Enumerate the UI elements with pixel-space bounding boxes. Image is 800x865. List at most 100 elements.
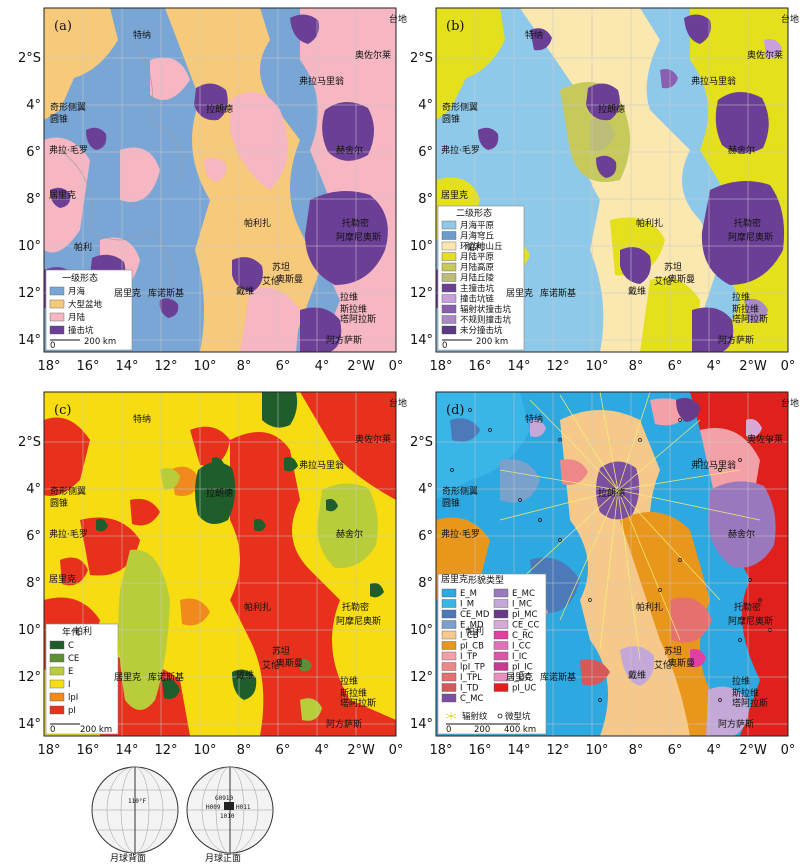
- panel-d-legend: 形貌类型 E_MI_MCE_MDE_MDI_CBpI_CBI_TPlpI_TPI…: [437, 573, 547, 735]
- panel-b-letter: (b): [446, 19, 464, 34]
- place-label-harpalus: 塔阿拉斯: [340, 313, 376, 325]
- x-tick-label: 16°: [76, 743, 99, 758]
- legend-label: CE_CC: [512, 621, 539, 631]
- place-label-thebit: 斯拉维: [340, 687, 367, 699]
- place-label-guericke: 居里克: [506, 672, 533, 683]
- locator-globes: 110°F 月球背面 G0910 H009 H011 1010 月球正面: [91, 766, 274, 864]
- legend-label: CE: [68, 654, 79, 664]
- legend-label: lpI: [68, 693, 78, 703]
- y-tick-label: 12°: [410, 286, 433, 301]
- place-label-lalande: 拉朗德: [206, 487, 233, 499]
- place-label-alpetr2: 拉维: [732, 291, 750, 303]
- place-label-thebit: 斯拉维: [732, 687, 759, 699]
- y-tick-label: 8°: [418, 192, 433, 207]
- y-tick-label: 14°: [18, 717, 41, 732]
- y-tick-label: 8°: [26, 192, 41, 207]
- place-label-herschel: 赫舍尔: [728, 528, 755, 540]
- legend-swatch: [441, 609, 457, 619]
- y-tick-label: 2°S: [18, 435, 41, 450]
- legend-swatch: [49, 312, 65, 322]
- place-label-lalande: 拉朗德: [598, 487, 625, 499]
- y-tick-label: 8°: [26, 576, 41, 591]
- legend-title: 二级形态: [456, 207, 492, 219]
- legend-swatch: [493, 588, 509, 598]
- place-label-dome: 奇形侧翼: [50, 485, 86, 497]
- legend-swatch: [441, 231, 457, 240]
- place-label-flammarion: 弗拉马里翁: [299, 459, 344, 471]
- place-label-fra_mauro: 弗拉·毛罗: [49, 144, 88, 156]
- near-code-1: H009: [206, 804, 221, 811]
- far-side-label: 月球背面: [110, 852, 146, 864]
- x-tick-label: 0°: [389, 743, 404, 758]
- place-label-lalande: 拉朗德: [206, 103, 233, 115]
- legend-swatch: [49, 653, 65, 663]
- place-label-lade: 苏坦: [272, 645, 290, 657]
- scale-label: 200 km: [80, 725, 112, 735]
- y-tick-label: 2°S: [410, 435, 433, 450]
- x-tick-label: 8°: [237, 743, 252, 758]
- scale-label-1: 200: [474, 725, 490, 735]
- x-tick-label: 18°: [429, 359, 452, 374]
- legend-swatch: [493, 662, 509, 671]
- place-label-ozort: 奥佐尔莱: [747, 49, 783, 61]
- x-tick-label: 14°: [507, 359, 530, 374]
- place-label-ptolemaeus: 托勒密: [342, 217, 369, 229]
- x-tick-label: 16°: [468, 359, 491, 374]
- legend-swatch: [49, 286, 65, 296]
- legend-swatch: [441, 693, 457, 703]
- place-label-dome2: 圆锥: [50, 113, 68, 125]
- legend-label: 不规则撞击坑: [460, 315, 512, 326]
- x-tick-label: 6°: [668, 743, 683, 758]
- place-label-parry: 帕利: [74, 625, 92, 637]
- near-code-3: 1010: [220, 813, 235, 820]
- legend-title: 一级形态: [62, 272, 98, 284]
- x-tick-label: 18°: [37, 359, 60, 374]
- legend-swatch: [49, 705, 65, 715]
- place-label-thebit: 斯拉维: [732, 303, 759, 315]
- near-code-2: H011: [236, 804, 251, 811]
- panel-b-secondary-morphology-map: (b) 二级形态 月海平原月海穹丘环盆地山丘月陆平原月陆高原月陆丘陵主撞击坑撞击…: [435, 7, 789, 353]
- place-label-platform: 台地: [389, 13, 407, 25]
- x-tick-label: 10°: [585, 359, 608, 374]
- place-label-harpalus: 塔阿拉斯: [732, 313, 768, 325]
- legend-label: 月陆: [68, 312, 86, 323]
- place-label-alphonsus: 阿摩尼奥斯: [336, 231, 381, 243]
- legend-label: pI: [68, 706, 76, 716]
- place-label-harpalus: 塔阿拉斯: [732, 697, 768, 709]
- x-tick-label: 8°: [629, 743, 644, 758]
- place-label-kunowsky: 库诺斯基: [148, 287, 184, 299]
- y-tick-label: 6°: [26, 529, 41, 544]
- place-label-guericke: 居里克: [114, 288, 141, 299]
- y-tick-label: 10°: [18, 623, 41, 638]
- axis-tick-labels: 18° 16° 14° 12° 10° 8° 6° 4° 2°W 0° 2°S 4° 6° 8° 10° 12…: [18, 51, 795, 758]
- legend-label: E_MD: [460, 621, 484, 631]
- place-label-dome2: 圆锥: [442, 113, 460, 125]
- panel-d-letter: (d): [446, 403, 464, 418]
- place-label-fra_mauro: 弗拉·毛罗: [49, 528, 88, 540]
- legend-label: 撞击坑链: [460, 294, 495, 305]
- place-label-alpetr2: 拉维: [340, 291, 358, 303]
- place-label-kunowsky: 库诺斯基: [540, 671, 576, 683]
- panel-d-morphologic-type-map: (d) 形貌类型 E_MI_MCE_MDE_MDI_CBpI_CBI_TPlpI…: [435, 391, 789, 737]
- legend-label: I_TD: [460, 684, 479, 694]
- legend-label: lpI_TP: [460, 663, 485, 673]
- place-label-davy: 戴维: [236, 285, 254, 297]
- legend-label: 月海平原: [460, 220, 494, 231]
- x-tick-label: 16°: [468, 743, 491, 758]
- y-tick-label: 6°: [418, 145, 433, 160]
- x-tick-label: 14°: [507, 743, 530, 758]
- place-label-platform: 台地: [389, 397, 407, 409]
- y-tick-label: 6°: [26, 145, 41, 160]
- place-label-lassell: 艾伦: [654, 275, 672, 287]
- place-label-alpetragius: 奥斯曼: [668, 273, 695, 285]
- place-label-alpetr2: 拉维: [732, 675, 750, 687]
- legend-label: I_TPL: [460, 673, 482, 683]
- place-label-arzachel: 阿方萨斯: [718, 718, 754, 730]
- place-label-dome: 奇形侧翼: [50, 101, 86, 113]
- place-label-platform: 台地: [781, 397, 799, 409]
- place-label-guericke: 居里克: [506, 288, 533, 299]
- place-label-ozort: 奥佐尔莱: [747, 433, 783, 445]
